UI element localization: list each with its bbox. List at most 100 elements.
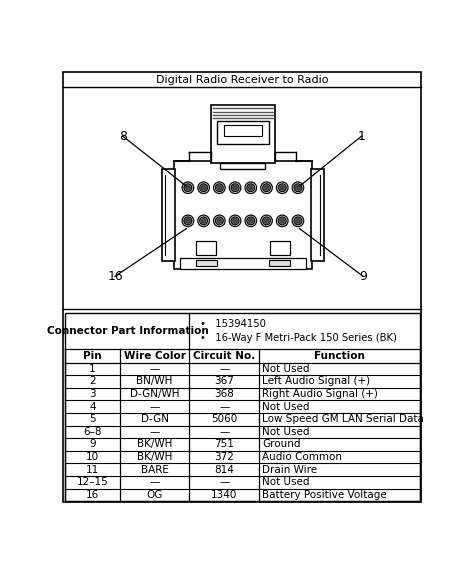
Bar: [196, 260, 218, 266]
Circle shape: [198, 182, 210, 194]
Text: Drain Wire: Drain Wire: [262, 465, 318, 475]
Text: 1340: 1340: [211, 490, 237, 500]
Text: Pin: Pin: [83, 351, 102, 361]
Text: —: —: [219, 427, 229, 437]
Circle shape: [233, 185, 237, 190]
Bar: [224, 125, 262, 136]
Text: 8: 8: [119, 129, 127, 142]
Text: —: —: [219, 402, 229, 412]
Text: Function: Function: [314, 351, 365, 361]
Text: Not Used: Not Used: [262, 402, 310, 412]
Circle shape: [294, 184, 302, 192]
Circle shape: [213, 215, 225, 227]
Text: 4: 4: [89, 402, 96, 412]
Circle shape: [182, 182, 194, 194]
Text: 16: 16: [86, 490, 99, 500]
Text: 2: 2: [89, 376, 96, 386]
Circle shape: [245, 215, 256, 227]
Circle shape: [247, 217, 255, 225]
Text: —: —: [219, 364, 229, 374]
Circle shape: [294, 217, 302, 225]
Text: —: —: [149, 477, 160, 487]
Circle shape: [217, 185, 222, 190]
Text: D-GN: D-GN: [141, 414, 169, 424]
Circle shape: [184, 184, 192, 192]
Text: 5: 5: [89, 414, 96, 424]
Circle shape: [229, 182, 241, 194]
Circle shape: [229, 215, 241, 227]
Circle shape: [264, 185, 269, 190]
Bar: [65, 314, 420, 501]
Text: 12–15: 12–15: [77, 477, 109, 487]
Bar: [220, 163, 265, 169]
Text: 5060: 5060: [211, 414, 237, 424]
Bar: [174, 161, 312, 268]
Text: 9: 9: [89, 439, 96, 449]
Text: 367: 367: [214, 376, 234, 386]
Circle shape: [264, 218, 269, 223]
Text: 11: 11: [86, 465, 99, 475]
Text: •   16-Way F Metri-Pack 150 Series (BK): • 16-Way F Metri-Pack 150 Series (BK): [201, 333, 397, 343]
Text: Low Speed GM LAN Serial Data: Low Speed GM LAN Serial Data: [262, 414, 424, 424]
Text: 10: 10: [86, 452, 99, 462]
Text: 368: 368: [214, 389, 234, 399]
Circle shape: [200, 217, 208, 225]
Circle shape: [292, 182, 304, 194]
Circle shape: [261, 182, 273, 194]
Circle shape: [231, 217, 239, 225]
Circle shape: [213, 182, 225, 194]
Circle shape: [296, 218, 300, 223]
Circle shape: [296, 185, 300, 190]
Text: Not Used: Not Used: [262, 477, 310, 487]
Circle shape: [201, 185, 206, 190]
Circle shape: [261, 215, 273, 227]
Circle shape: [276, 215, 288, 227]
Text: Battery Positive Voltage: Battery Positive Voltage: [262, 490, 387, 500]
Text: 3: 3: [89, 389, 96, 399]
Circle shape: [186, 218, 190, 223]
Circle shape: [245, 182, 256, 194]
Bar: [180, 258, 306, 268]
Text: Not Used: Not Used: [262, 364, 310, 374]
Circle shape: [263, 184, 270, 192]
Text: 16: 16: [107, 270, 123, 283]
Bar: [196, 241, 216, 255]
Text: Ground: Ground: [262, 439, 301, 449]
Circle shape: [248, 185, 253, 190]
Text: 751: 751: [214, 439, 234, 449]
Text: BK/WH: BK/WH: [137, 439, 172, 449]
Circle shape: [280, 218, 284, 223]
Text: Wire Color: Wire Color: [124, 351, 185, 361]
Text: BN/WH: BN/WH: [137, 376, 173, 386]
Text: —: —: [219, 477, 229, 487]
Circle shape: [186, 185, 190, 190]
Circle shape: [216, 217, 223, 225]
Circle shape: [182, 215, 194, 227]
Text: 814: 814: [214, 465, 234, 475]
Text: 9: 9: [359, 270, 367, 283]
Circle shape: [280, 185, 284, 190]
Bar: [211, 105, 275, 163]
Text: Right Audio Signal (+): Right Audio Signal (+): [262, 389, 378, 399]
Circle shape: [278, 184, 286, 192]
Text: Left Audio Signal (+): Left Audio Signal (+): [262, 376, 370, 386]
Text: 6–8: 6–8: [83, 427, 102, 437]
Circle shape: [292, 215, 304, 227]
Text: BK/WH: BK/WH: [137, 452, 172, 462]
Circle shape: [217, 218, 222, 223]
Circle shape: [216, 184, 223, 192]
Bar: [311, 169, 324, 261]
Text: Audio Common: Audio Common: [262, 452, 342, 462]
Text: •   15394150: • 15394150: [201, 319, 266, 329]
Text: —: —: [149, 364, 160, 374]
Text: OG: OG: [146, 490, 163, 500]
Text: Digital Radio Receiver to Radio: Digital Radio Receiver to Radio: [156, 75, 328, 84]
Text: Circuit No.: Circuit No.: [193, 351, 255, 361]
Text: 1: 1: [357, 129, 365, 142]
Text: Connector Part Information: Connector Part Information: [46, 326, 209, 336]
Circle shape: [233, 218, 237, 223]
Circle shape: [184, 217, 192, 225]
Circle shape: [248, 218, 253, 223]
Bar: [270, 241, 290, 255]
Bar: [268, 260, 290, 266]
